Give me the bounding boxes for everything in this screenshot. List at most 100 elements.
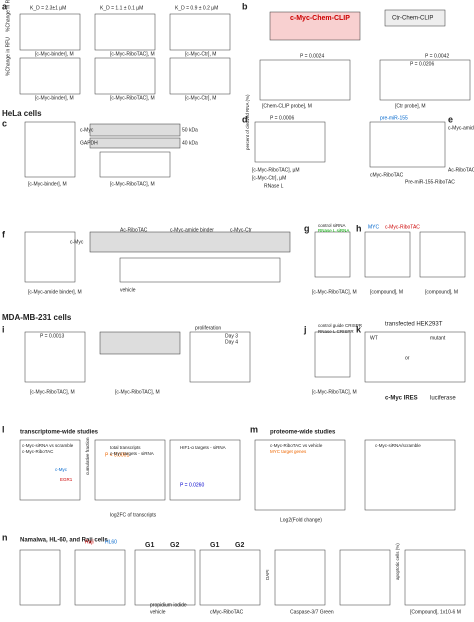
label: d <box>242 114 248 124</box>
panel-frame <box>24 121 76 178</box>
panel-frame <box>169 13 231 51</box>
label: %Change in RFU <box>5 37 11 76</box>
label: pre-miR-155 <box>380 115 408 121</box>
label: P = 0.0024 <box>300 53 324 59</box>
label: [compound], M <box>370 289 403 295</box>
label: c-Myc-RiboTAC <box>22 449 54 454</box>
label: c-Myc-amide binder <box>448 125 474 131</box>
panel-frame <box>314 331 351 378</box>
label: K_D = 0.9 ± 0.2 µM <box>175 5 218 11</box>
label: 40 kDa <box>182 140 198 146</box>
label: [c-Myc-RiboTAC], M <box>115 389 160 395</box>
label: %Change in RFU <box>5 0 11 32</box>
panel-frame <box>274 549 326 606</box>
panel-frame <box>189 331 251 383</box>
label: [c-Myc-RiboTAC], M <box>30 389 75 395</box>
label: control guide CRISPR <box>318 323 363 328</box>
label: G2 <box>170 542 179 549</box>
label: c-Myc <box>70 239 84 245</box>
label: 50 kDa <box>182 127 198 133</box>
panel-frame <box>19 549 61 606</box>
panel-frame <box>89 123 181 137</box>
label: log2FC of transcripts <box>110 512 157 518</box>
label: k <box>356 324 362 334</box>
label: [c-Myc-RiboTAC], M <box>110 181 155 187</box>
panel-frame <box>119 257 281 283</box>
label: transcriptome-wide studies <box>20 430 99 436</box>
panel-frame <box>94 439 166 501</box>
panel-frame <box>314 231 351 278</box>
label: HeLa cells <box>2 109 42 118</box>
label: c-Myc-RiboTAC <box>385 224 420 230</box>
label: apoptotic cells (%) <box>395 543 400 580</box>
label: EGR1 <box>60 477 73 482</box>
label: percent of cleaved RNA (%) <box>245 94 250 150</box>
panel-frame <box>369 121 446 168</box>
panel-frame <box>339 549 391 606</box>
label: [c-Myc-Ctr], µM <box>252 175 286 181</box>
label: c-Myc IRES <box>385 396 418 402</box>
label: c-Myc-siRNA vs scramble <box>22 443 74 448</box>
label: [Compound], 1x10-6 M <box>410 609 461 615</box>
panel-frame <box>254 121 326 163</box>
panel-frame <box>99 331 181 355</box>
label: MYC <box>368 224 380 230</box>
panel-frame <box>199 549 261 606</box>
label: proteome-wide studies <box>270 430 336 436</box>
label: Ac-RiboTAC <box>120 227 148 233</box>
label: GAPDH <box>80 140 98 146</box>
panel-frame <box>169 57 231 95</box>
label: propidium iodide <box>150 602 187 608</box>
panel-frame <box>19 57 81 95</box>
label: RNase L CRISPR <box>318 329 354 334</box>
label: K_D = 2.3±1 µM <box>30 5 66 11</box>
label: MYC target genes <box>270 449 307 454</box>
panel-frame <box>364 331 466 383</box>
label: [c-Myc-binder], M <box>35 95 74 101</box>
label: G1 <box>210 542 219 549</box>
label: c-Myc-RiboTAC vs vehicle <box>270 443 323 448</box>
panel-frame <box>89 137 181 149</box>
label: Day 4 <box>225 339 238 345</box>
panel-frame <box>24 331 86 383</box>
label: c-Myc-amide binder <box>170 227 214 233</box>
label: Ac-RiboTAC <box>448 167 474 173</box>
label: DAPI <box>265 569 270 580</box>
label: n <box>2 532 8 542</box>
label: control siRNA <box>318 223 346 228</box>
label: c-Myc <box>80 127 94 133</box>
panel-frame <box>419 231 466 278</box>
label: vehicle <box>120 287 136 293</box>
label: [Ctr probe], M <box>395 103 426 109</box>
label: c-Myc-siRNA/scramble <box>375 443 421 448</box>
label: [c-Myc-RiboTAC], M <box>110 95 155 101</box>
label: l <box>2 424 5 434</box>
label: HL60 <box>105 539 117 545</box>
label: luciferase <box>430 396 456 402</box>
panel-frame <box>89 231 291 253</box>
label: [compound], M <box>425 289 458 295</box>
panel-frame <box>74 549 126 606</box>
panel-frame <box>364 439 456 511</box>
label: HIF1-α targets - siRNA <box>180 445 226 450</box>
panel-frame <box>269 11 361 41</box>
panel-frame <box>99 151 171 178</box>
label: P = 0.0006 <box>270 115 294 121</box>
panel-frame <box>19 439 81 501</box>
label: K_D = 1.1 ± 0.1 µM <box>100 5 143 11</box>
panel-frame <box>364 231 411 278</box>
label: P = 0.0013 <box>40 333 64 339</box>
label: proliferation <box>195 325 221 331</box>
panel-frame <box>24 231 76 283</box>
label: Day 3 <box>225 333 238 339</box>
label: c <box>2 118 7 128</box>
label: or <box>405 355 410 361</box>
label: Log2(Fold change) <box>280 517 322 523</box>
label: [c-Myc-RiboTAC], M <box>312 389 357 395</box>
label: c-Myc-Chem-CLIP <box>290 15 350 22</box>
label: a <box>2 1 8 11</box>
panel-frame <box>94 57 156 95</box>
label: P < 0.0001 <box>105 452 129 458</box>
label: m <box>250 424 258 434</box>
